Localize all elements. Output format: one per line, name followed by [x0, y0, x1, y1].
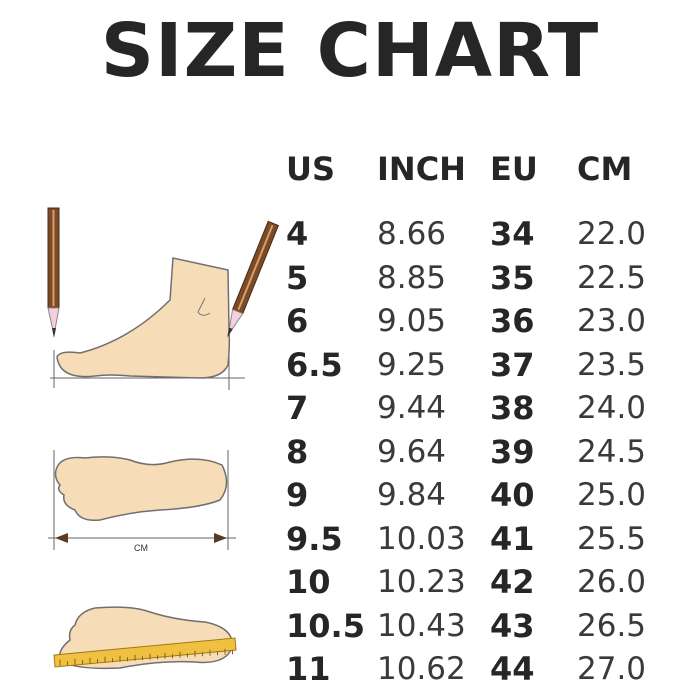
cell-us: 7 [286, 389, 309, 427]
arrow-left-icon [55, 533, 68, 543]
cell-cm: 23.5 [577, 346, 647, 383]
cell-cm: 25.5 [577, 520, 647, 557]
cell-inch: 9.64 [377, 433, 447, 470]
cell-cm: 22.0 [577, 216, 647, 252]
foot-sole-with-ruler [53, 606, 237, 670]
foot-top-view: CM [48, 450, 236, 553]
pencil-icon [47, 207, 60, 338]
cell-inch: 8.85 [377, 259, 447, 296]
cell-eu: 34 [490, 215, 535, 253]
cell-eu: 42 [490, 563, 535, 601]
cell-eu: 44 [490, 650, 535, 688]
cell-eu: 41 [490, 519, 535, 558]
cell-inch: 10.23 [377, 564, 466, 600]
cell-cm: 24.5 [577, 433, 647, 470]
arrow-right-icon [214, 533, 227, 543]
cell-eu: 35 [490, 258, 535, 297]
cell-inch: 9.44 [377, 390, 447, 426]
cell-us: 9.5 [286, 519, 343, 558]
cell-inch: 9.05 [377, 303, 447, 339]
cell-us: 5 [286, 258, 309, 297]
cell-us: 6.5 [286, 345, 343, 384]
cell-eu: 39 [490, 432, 535, 471]
cell-inch: 10.03 [377, 520, 466, 557]
cell-eu: 40 [490, 476, 535, 514]
cell-us: 4 [286, 215, 309, 253]
cell-cm: 25.0 [577, 477, 647, 513]
cell-cm: 23.0 [577, 303, 647, 339]
column-header-cm: CM [577, 150, 633, 188]
cell-inch: 10.62 [377, 651, 466, 687]
ruler-icon [53, 637, 237, 668]
cell-cm: 24.0 [577, 390, 647, 426]
foot-side-view [47, 207, 280, 390]
cell-cm: 22.5 [577, 259, 647, 296]
cell-eu: 43 [490, 606, 535, 645]
pencil-icon [227, 220, 280, 338]
cell-inch: 9.25 [377, 346, 447, 383]
column-header-eu: EU [490, 150, 538, 188]
column-header-us: US [286, 150, 336, 188]
cell-us: 10 [286, 563, 331, 601]
cell-cm: 26.0 [577, 564, 647, 600]
cell-inch: 9.84 [377, 477, 447, 513]
cell-eu: 38 [490, 389, 535, 427]
measure-label: CM [134, 543, 148, 553]
cell-us: 11 [286, 650, 331, 688]
cell-inch: 8.66 [377, 216, 447, 252]
cell-us: 10.5 [286, 606, 365, 645]
cell-cm: 26.5 [577, 607, 647, 644]
cell-eu: 36 [490, 302, 535, 340]
cell-inch: 10.43 [377, 607, 466, 644]
page-title: SIZE CHART [100, 8, 600, 94]
cell-us: 9 [286, 476, 309, 514]
column-header-inch: INCH [377, 150, 466, 188]
cell-us: 6 [286, 302, 309, 340]
cell-eu: 37 [490, 345, 535, 384]
cell-cm: 27.0 [577, 651, 647, 687]
cell-us: 8 [286, 432, 309, 471]
